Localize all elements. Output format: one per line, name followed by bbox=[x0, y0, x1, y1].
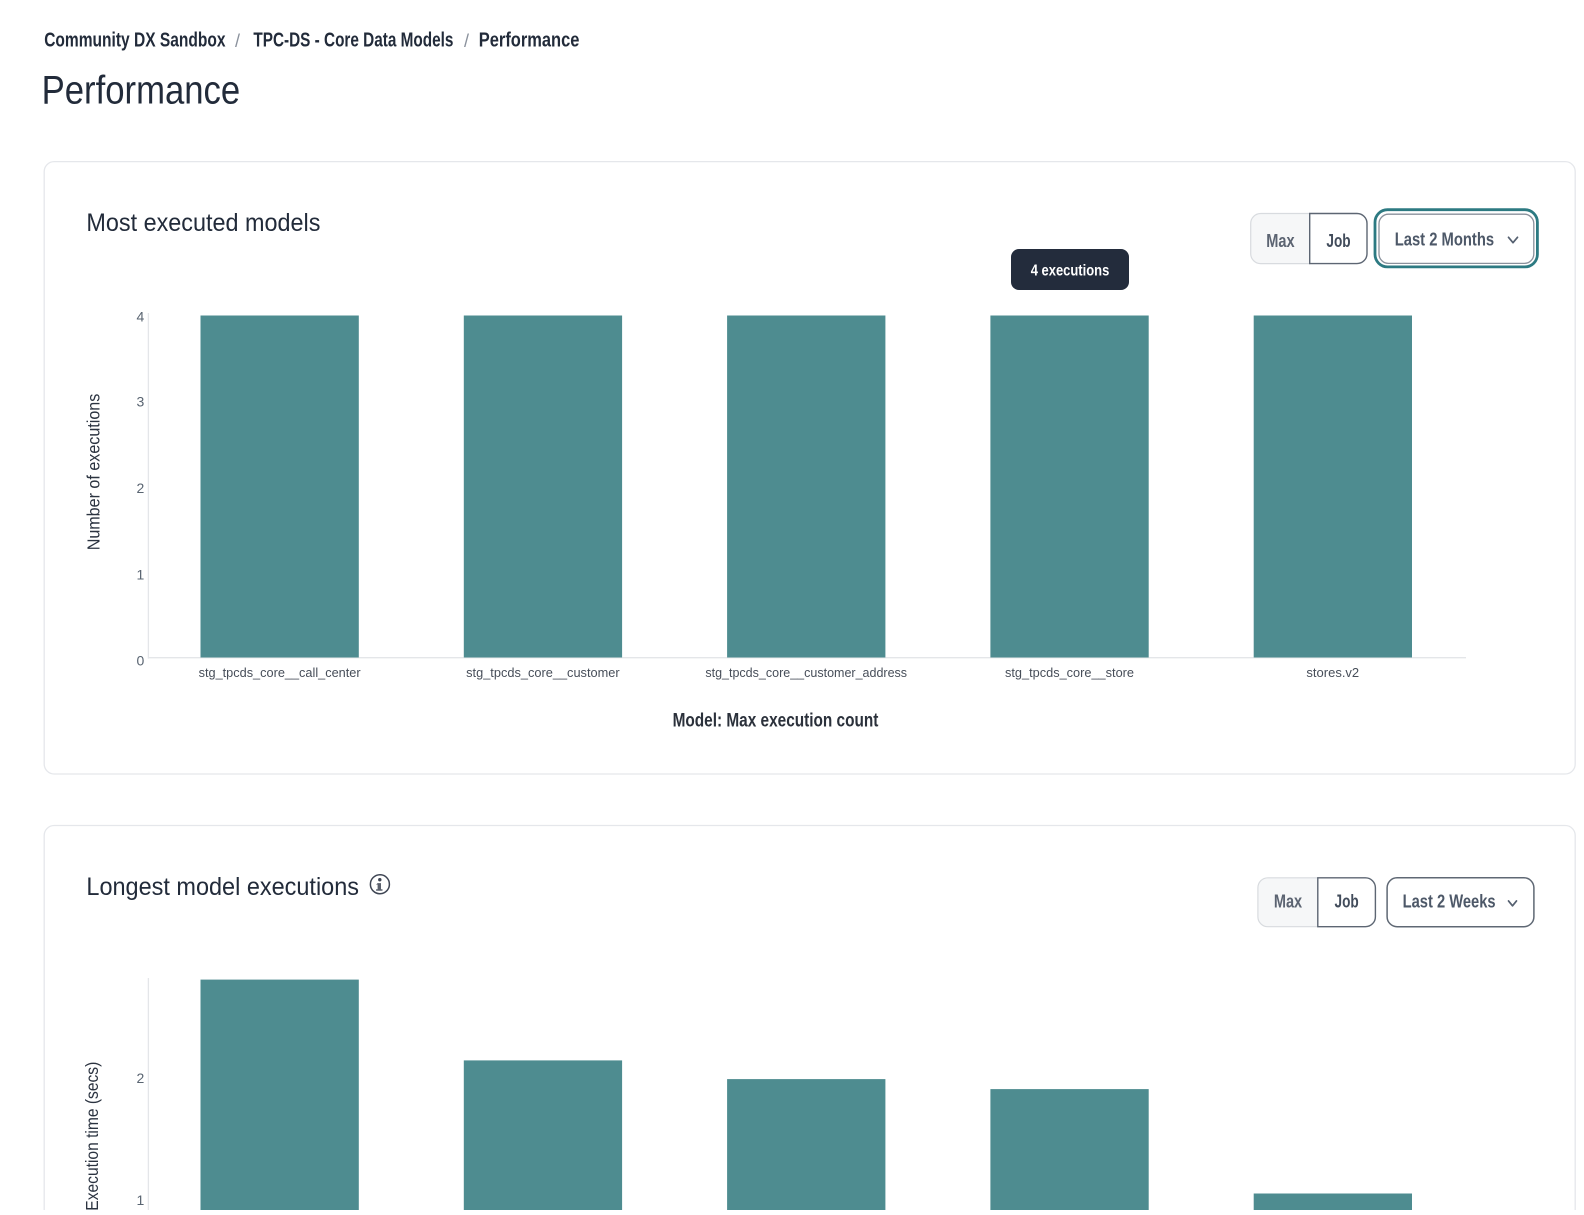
svg-text:0: 0 bbox=[137, 653, 145, 669]
svg-text:TPC-DS - Core Data Models: TPC-DS - Core Data Models bbox=[253, 29, 453, 51]
svg-text:2: 2 bbox=[137, 1070, 145, 1086]
svg-text:3: 3 bbox=[137, 394, 145, 410]
svg-text:Model: Max execution count: Model: Max execution count bbox=[673, 711, 879, 732]
svg-text:stg_tpcds_core__call_center: stg_tpcds_core__call_center bbox=[199, 665, 362, 680]
svg-text:1: 1 bbox=[137, 567, 145, 583]
svg-text:Job: Job bbox=[1326, 231, 1350, 251]
svg-text:Community DX Sandbox: Community DX Sandbox bbox=[44, 29, 225, 51]
svg-text:Last 2 Weeks: Last 2 Weeks bbox=[1403, 891, 1496, 912]
svg-text:/: / bbox=[464, 31, 469, 51]
svg-text:Number of executions: Number of executions bbox=[84, 393, 104, 550]
svg-text:2: 2 bbox=[137, 480, 145, 496]
svg-text:Job: Job bbox=[1335, 892, 1359, 912]
svg-text:Most executed models: Most executed models bbox=[86, 209, 320, 237]
svg-text:Last 2 Months: Last 2 Months bbox=[1395, 229, 1494, 249]
svg-text:stg_tpcds_core__customer_addre: stg_tpcds_core__customer_address bbox=[705, 665, 907, 680]
svg-text:1: 1 bbox=[137, 1192, 145, 1208]
svg-text:Longest model executions: Longest model executions bbox=[86, 873, 359, 901]
svg-text:stores.v2: stores.v2 bbox=[1306, 665, 1359, 680]
svg-text:Performance: Performance bbox=[479, 29, 580, 51]
svg-text:Max: Max bbox=[1274, 892, 1302, 912]
svg-text:Performance: Performance bbox=[42, 68, 241, 112]
svg-text:Max: Max bbox=[1266, 231, 1294, 251]
svg-text:stg_tpcds_core__customer: stg_tpcds_core__customer bbox=[466, 665, 620, 680]
svg-text:4 executions: 4 executions bbox=[1031, 263, 1110, 280]
svg-text:/: / bbox=[235, 31, 240, 51]
svg-text:4: 4 bbox=[137, 309, 145, 325]
svg-text:stg_tpcds_core__store: stg_tpcds_core__store bbox=[1005, 665, 1134, 680]
svg-text:Execution time (secs): Execution time (secs) bbox=[82, 1062, 102, 1210]
